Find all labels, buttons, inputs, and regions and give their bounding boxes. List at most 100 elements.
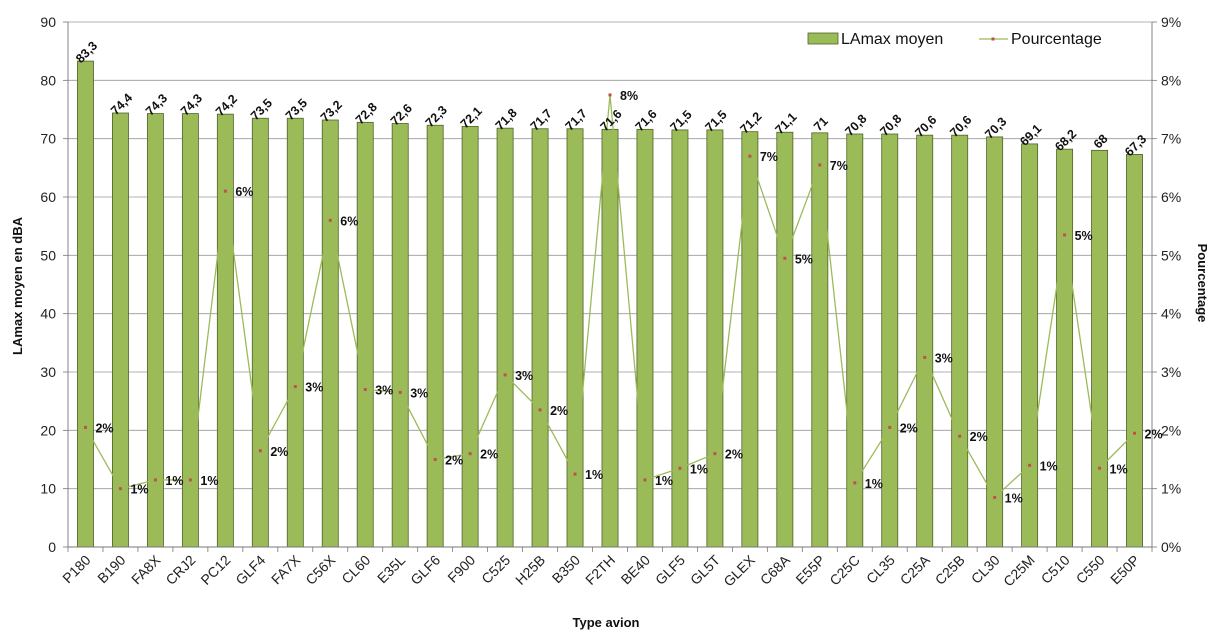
y2-tick-label: 3% [1161, 364, 1181, 380]
bar [916, 134, 934, 548]
x-tick-label: C25M [1000, 552, 1038, 590]
line-value-label: 1% [165, 474, 183, 488]
line-value-label: 2% [970, 430, 988, 444]
line-value-label: 2% [445, 454, 463, 468]
legend: LAmax moyen Pourcentage [807, 31, 1102, 48]
y-tick-label: 90 [40, 14, 56, 30]
line-point [398, 390, 402, 394]
y-tick-label: 40 [40, 306, 56, 322]
x-tick-label: GLF6 [407, 552, 443, 588]
bar [811, 132, 829, 548]
line-point [643, 478, 647, 482]
y-tick-label: 30 [40, 364, 56, 380]
x-tick-label: PC12 [197, 552, 233, 588]
line-point [1063, 233, 1067, 237]
y-tick-label: 0 [48, 539, 56, 555]
y-tick-label: 10 [40, 481, 56, 497]
y-axis-title: LAmax moyen en dBA [10, 216, 25, 355]
y2-tick-label: 9% [1161, 14, 1181, 30]
y2-tick-label: 1% [1161, 481, 1181, 497]
line-series [83, 93, 1137, 499]
line-value-label: 8% [620, 89, 638, 103]
line-point [608, 93, 612, 97]
x-tick-label: E55P [792, 552, 828, 588]
bar [706, 129, 724, 548]
bar [1126, 154, 1143, 548]
x-tick-label: GLF4 [232, 552, 268, 588]
line-point [503, 373, 507, 377]
line-point [433, 458, 437, 461]
bar [741, 131, 759, 548]
x-tick-label: C550 [1073, 552, 1108, 587]
line-point [748, 154, 752, 158]
legend-bar-swatch [807, 32, 839, 45]
line-value-label: 1% [130, 483, 148, 497]
y2-tick-label: 8% [1161, 72, 1181, 88]
line-value-label: 2% [480, 448, 498, 462]
bar [321, 119, 339, 548]
line-value-label: 1% [1110, 462, 1128, 476]
line-point [923, 355, 927, 359]
y2-axis-title: Pourcentage [1195, 244, 1210, 323]
y2-tick-label: 5% [1161, 247, 1181, 263]
line-point [188, 478, 192, 482]
line-point [293, 385, 297, 389]
line-point [958, 434, 962, 438]
x-tick-label: FA7X [268, 551, 304, 587]
x-tick-label: C25B [932, 552, 968, 588]
y2-tick-label: 0% [1161, 539, 1181, 555]
line-value-label: 1% [585, 468, 603, 482]
bar [286, 117, 304, 548]
y-tick-label: 20 [40, 422, 56, 438]
line-value-label: 1% [655, 474, 673, 488]
x-tick-label: F2TH [582, 552, 618, 588]
bar [461, 126, 479, 548]
line-value-label: 1% [1040, 459, 1058, 473]
y-tick-label: 60 [40, 189, 56, 205]
line-point [468, 452, 472, 456]
line-point [783, 256, 787, 260]
x-tick-label: E50P [1107, 552, 1143, 588]
line-point [1098, 466, 1102, 470]
x-tick-label: CRJ2 [162, 552, 198, 588]
line-value-label: 2% [1145, 427, 1163, 441]
line-point [1028, 463, 1032, 467]
bar [986, 136, 1004, 548]
line-point [258, 449, 262, 453]
bar [531, 128, 549, 548]
y-tick-label: 70 [40, 131, 56, 147]
x-tick-label: E35L [374, 552, 409, 587]
x-axis-title: Type avion [573, 615, 640, 630]
bar [636, 128, 654, 548]
line-value-label: 1% [1005, 491, 1023, 505]
bar [1091, 149, 1108, 548]
y-tick-label: 50 [40, 247, 56, 263]
line-point [818, 163, 822, 167]
line-value-label: 5% [1075, 229, 1093, 243]
line-value-label: 3% [410, 386, 428, 400]
x-tick-label: B350 [549, 552, 584, 587]
x-tick-label: F900 [444, 552, 478, 586]
line-value-label: 3% [305, 381, 323, 395]
line-point [363, 388, 367, 391]
line-value-label: 5% [795, 252, 813, 266]
bar [496, 127, 514, 548]
x-tick-label: C510 [1038, 552, 1073, 587]
bar [601, 128, 619, 548]
x-tick-label: CL35 [863, 552, 898, 587]
bar [951, 134, 969, 548]
bar [112, 112, 129, 548]
line-value-label: 6% [235, 185, 253, 199]
line-value-label: 3% [515, 369, 533, 383]
line-value-label: 1% [690, 462, 708, 476]
bar [566, 128, 584, 548]
x-tick-label: GLF5 [652, 552, 688, 588]
x-tick-label: C56X [302, 551, 339, 588]
line-value-label: 3% [375, 384, 393, 398]
line-value-label: 2% [725, 448, 743, 462]
x-tick-label: GL5T [687, 551, 723, 587]
line-point [573, 472, 577, 476]
x-tick-label: B190 [94, 552, 129, 587]
y-tick-label: 80 [40, 72, 56, 88]
